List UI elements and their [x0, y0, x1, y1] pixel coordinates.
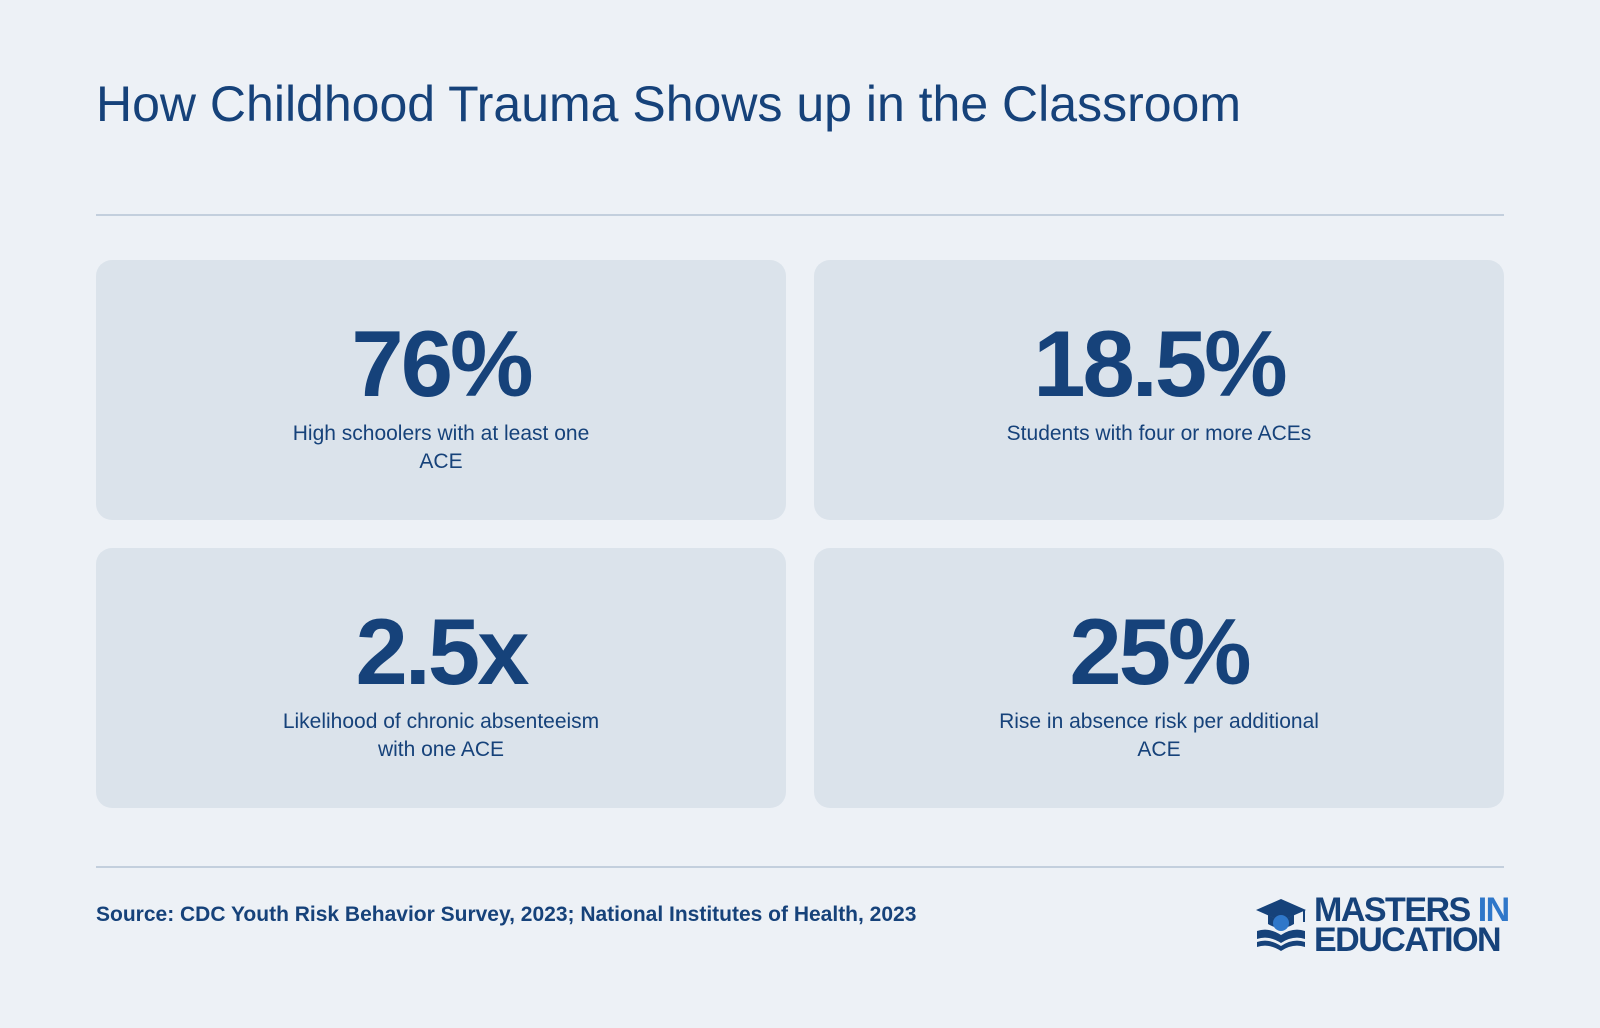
stats-grid: 76% High schoolers with at least one ACE…	[96, 260, 1504, 808]
stat-card-2: 18.5% Students with four or more ACEs	[814, 260, 1504, 520]
graduation-cap-book-icon	[1256, 899, 1306, 951]
bottom-divider	[96, 866, 1504, 868]
page-title: How Childhood Trauma Shows up in the Cla…	[96, 76, 1241, 132]
stat-label: Rise in absence risk per additional ACE	[999, 710, 1319, 761]
stat-value: 2.5x	[355, 599, 530, 704]
stat-value: 18.5%	[1033, 311, 1288, 416]
stat-card-4: 25% Rise in absence risk per additional …	[814, 548, 1504, 808]
stat-label: High schoolers with at least one ACE	[292, 422, 590, 473]
top-divider	[96, 214, 1504, 216]
stat-label: Likelihood of chronic absenteeism with o…	[282, 710, 600, 761]
logo-word-education: EDUCATION	[1314, 921, 1502, 959]
logo-word-in: IN	[1477, 891, 1511, 929]
stat-card-1: 76% High schoolers with at least one ACE	[96, 260, 786, 520]
logo-wordmark: MASTERS IN EDUCATION	[1314, 893, 1510, 959]
stat-label: Students with four or more ACEs	[1006, 422, 1312, 445]
source-citation: Source: CDC Youth Risk Behavior Survey, …	[96, 903, 917, 926]
stat-value: 76%	[351, 311, 533, 416]
brand-logo: MASTERS IN EDUCATION	[1254, 892, 1510, 958]
stat-card-3: 2.5x Likelihood of chronic absenteeism w…	[96, 548, 786, 808]
stat-value: 25%	[1069, 599, 1251, 704]
logo-word-masters: MASTERS	[1314, 891, 1471, 929]
